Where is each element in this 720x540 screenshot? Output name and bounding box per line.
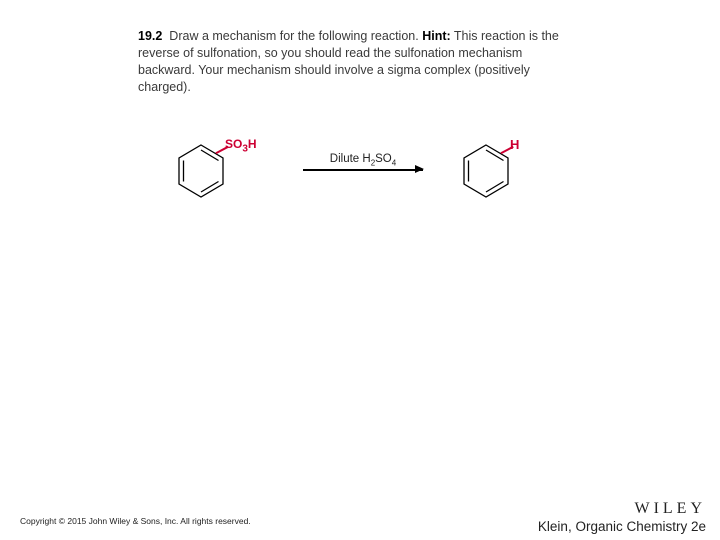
book-reference: Klein, Organic Chemistry 2e	[538, 519, 706, 534]
arrow-line-icon	[303, 169, 423, 171]
reaction-arrow: Dilute H2SO4	[303, 153, 423, 171]
reactant-benzene: SO3H	[175, 141, 227, 201]
arrow-conditions-label: Dilute H2SO4	[303, 153, 423, 167]
problem-prompt-1: Draw a mechanism for the following react…	[169, 29, 418, 43]
problem-block: 19.2 Draw a mechanism for the following …	[138, 28, 568, 96]
hint-label: Hint:	[422, 29, 450, 43]
problem-number: 19.2	[138, 29, 162, 43]
reaction-scheme: SO3H Dilute H2SO4 H	[175, 135, 535, 215]
reactant-substituent-label: SO3H	[225, 137, 257, 154]
copyright-text: Copyright © 2015 John Wiley & Sons, Inc.…	[20, 516, 251, 526]
footer-right: WILEY Klein, Organic Chemistry 2e	[538, 500, 706, 534]
product-substituent-label: H	[510, 137, 519, 152]
product-benzene: H	[460, 141, 512, 201]
problem-text: 19.2 Draw a mechanism for the following …	[138, 28, 568, 96]
wiley-logo: WILEY	[538, 500, 706, 518]
